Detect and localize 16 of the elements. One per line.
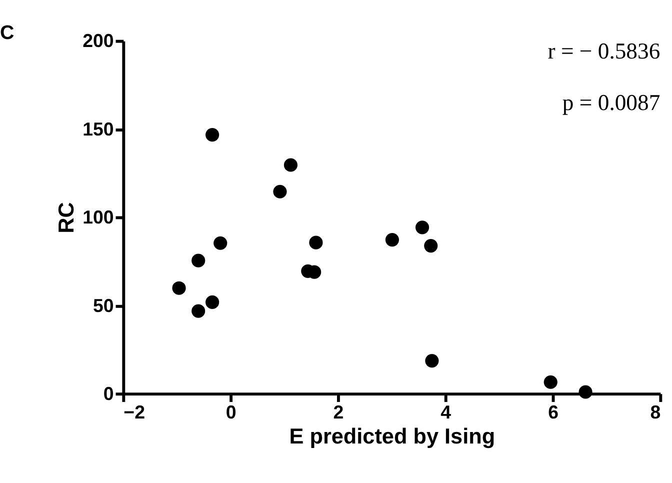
annotation: r = − 0.5836 xyxy=(548,38,660,64)
y-axis-title: RC xyxy=(54,202,79,234)
x-tick-label: 0 xyxy=(226,402,236,423)
y-tick-label: 200 xyxy=(82,30,114,52)
x-tick-label: −2 xyxy=(124,402,146,423)
x-tick-label: 2 xyxy=(333,402,344,423)
x-axis-title: E predicted by Ising xyxy=(289,423,496,448)
y-tick-label: 100 xyxy=(82,206,114,228)
y-tick-label: 0 xyxy=(103,382,114,404)
x-tick-label: 6 xyxy=(548,402,558,423)
x-tick-label: 8 xyxy=(650,402,661,423)
y-tick-label: 50 xyxy=(92,294,114,316)
text: C xyxy=(0,22,14,44)
annotation: p = 0.0087 xyxy=(562,90,660,115)
x-tick-label: 4 xyxy=(440,402,452,423)
y-tick-label: 150 xyxy=(82,118,114,140)
